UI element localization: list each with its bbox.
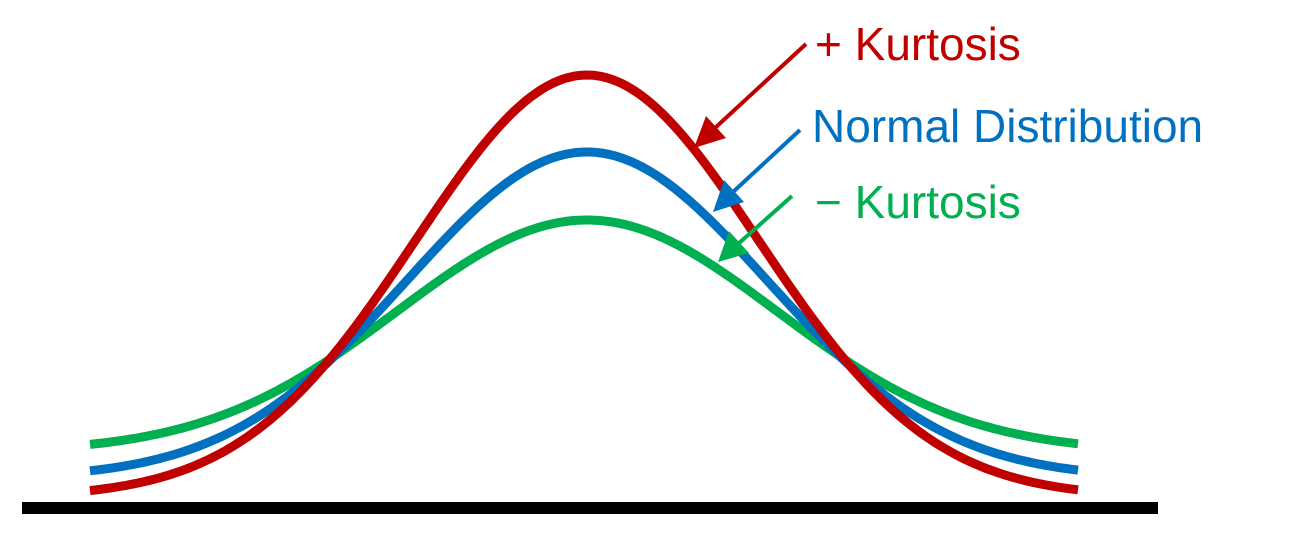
arrowhead [713,180,744,212]
label-positive-kurtosis: + Kurtosis [815,18,1021,70]
arrow-line [736,194,794,246]
arrowhead [694,116,726,148]
label-negative-kurtosis: − Kurtosis [815,176,1021,228]
baseline [22,502,1158,514]
arrow-line [713,42,808,130]
curve [89,70,1079,495]
curve [89,147,1079,476]
curve [89,215,1079,449]
curves [89,70,1079,495]
label-normal-distribution: Normal Distribution [812,100,1203,152]
arrowhead [718,231,749,262]
arrow-line [731,128,802,194]
